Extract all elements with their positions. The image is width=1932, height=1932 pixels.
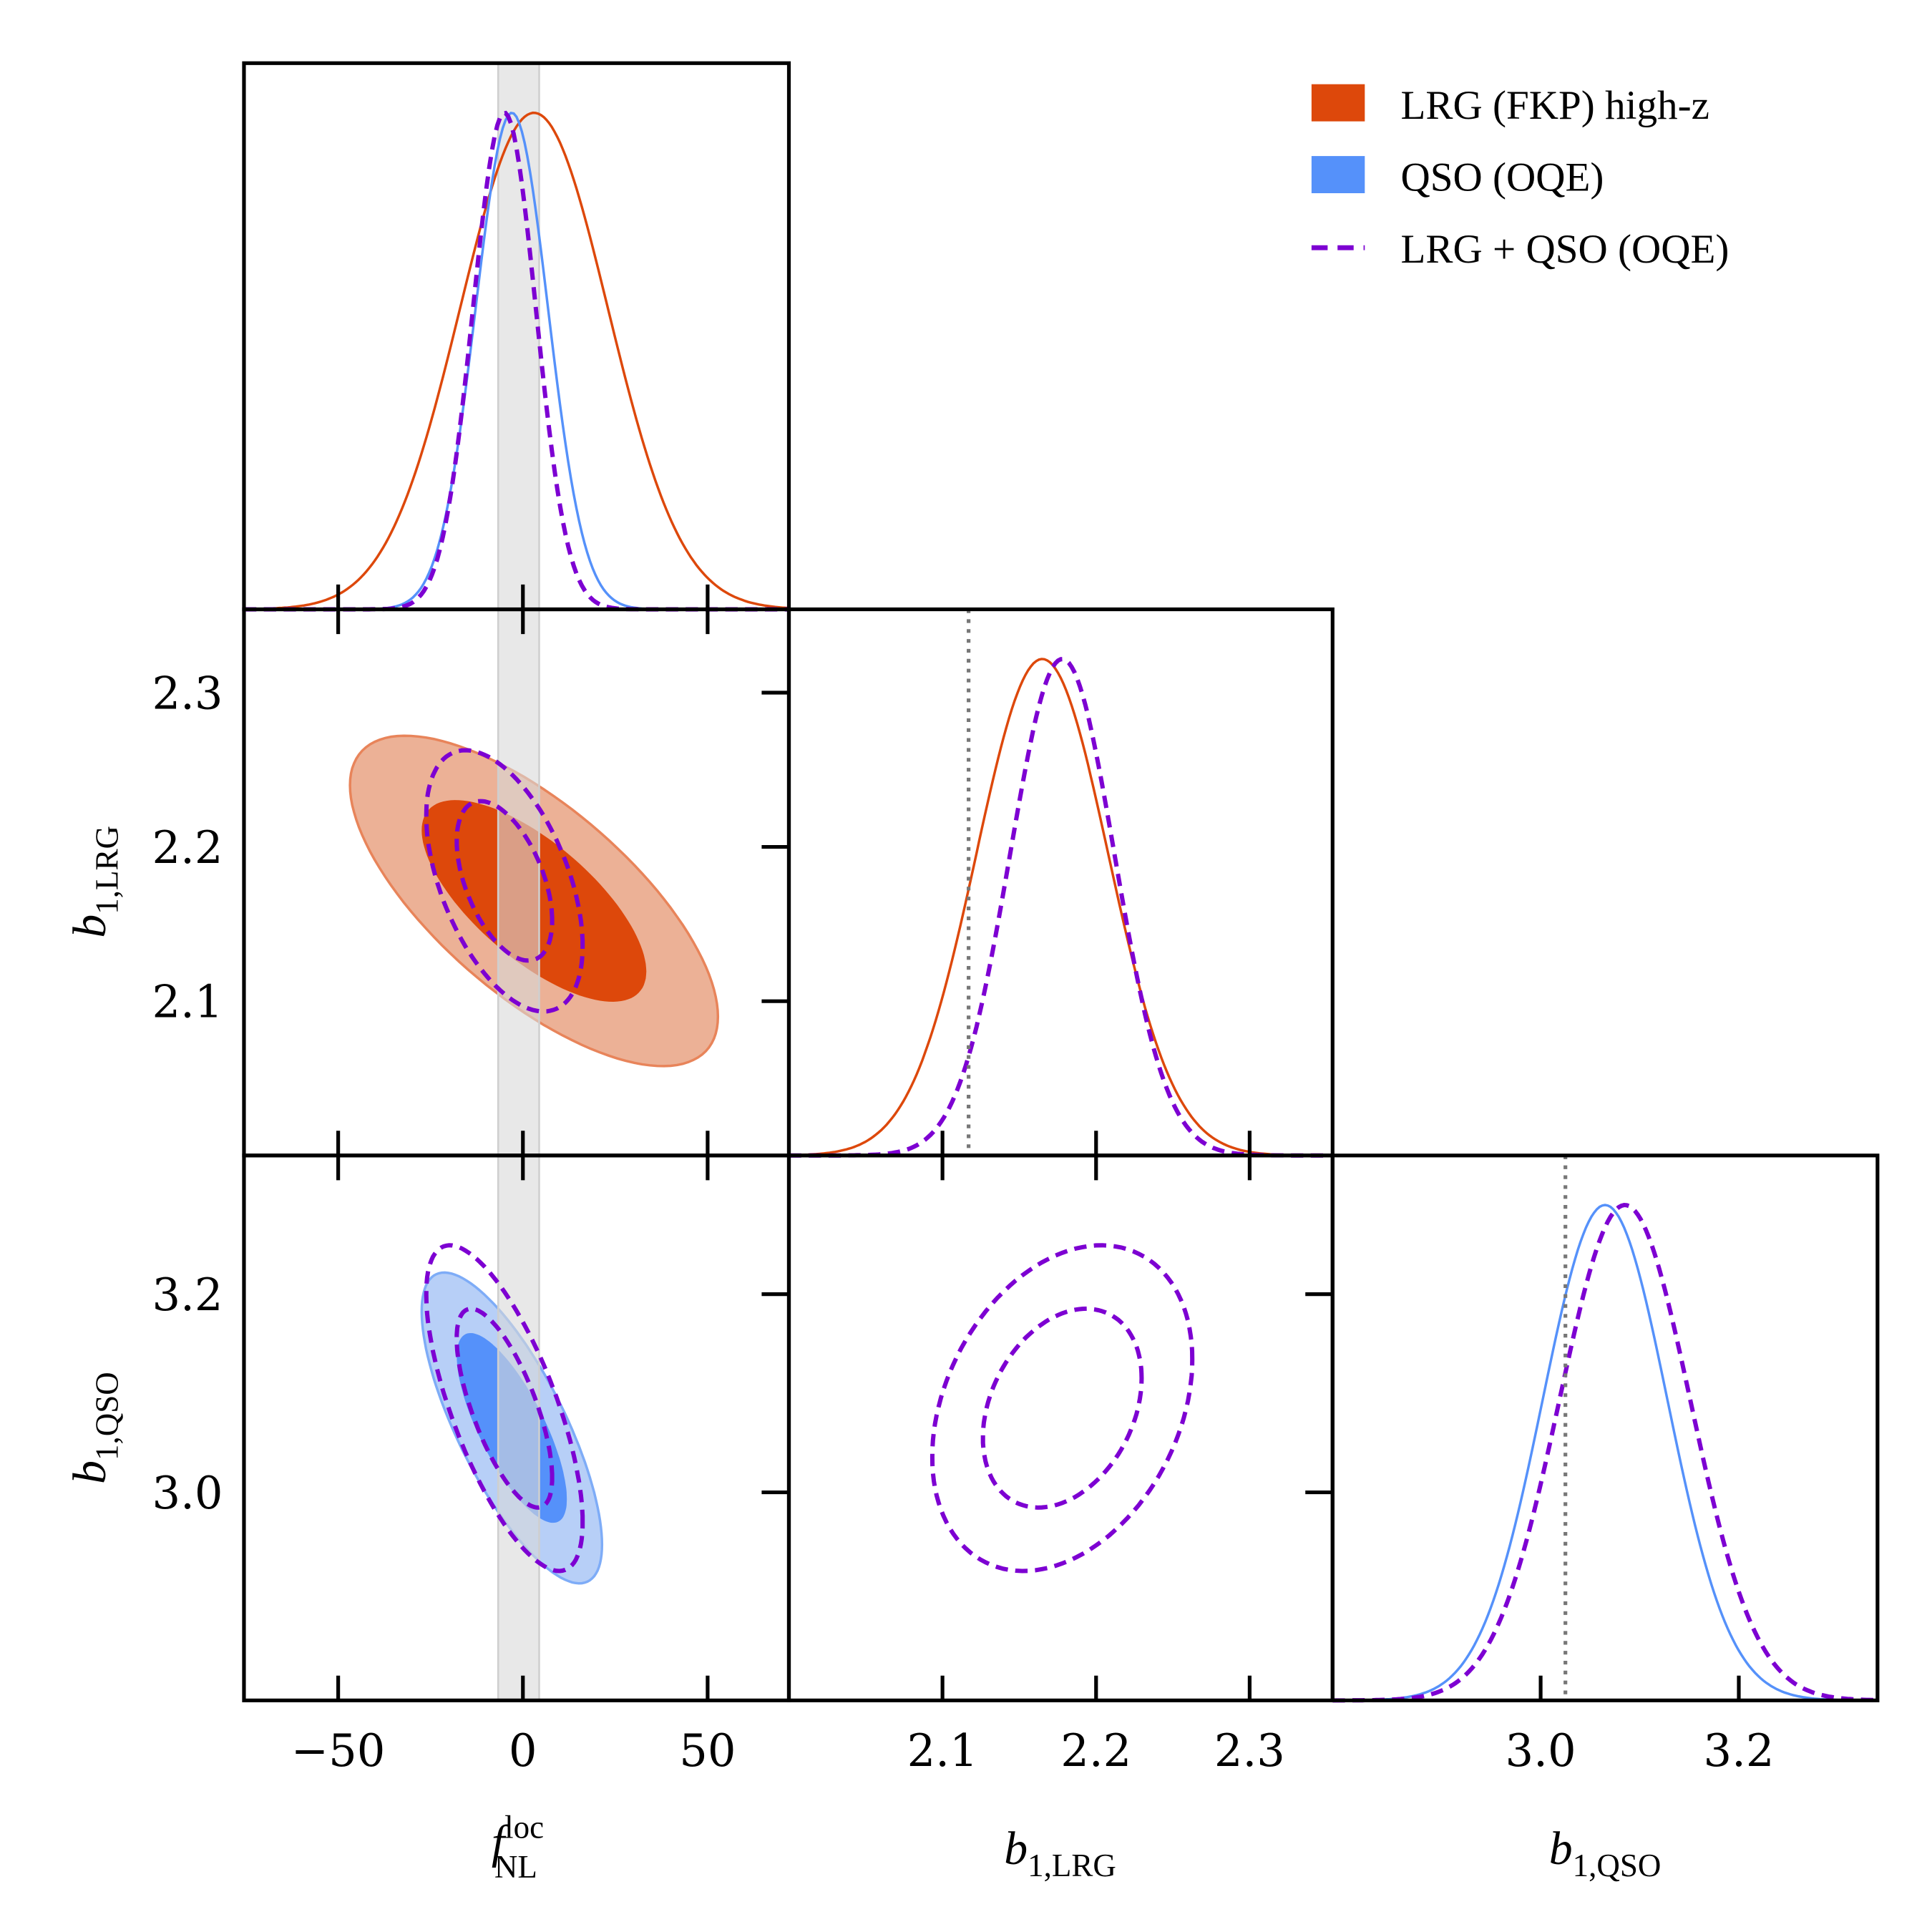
- contour-95-blrg-bqso-series-2: [930, 1243, 1195, 1574]
- marginal-curve-fnl-series-0: [243, 111, 789, 610]
- legend-label-combined: LRG + QSO (OQE): [1400, 227, 1729, 272]
- fnl-reference-band: [497, 1154, 540, 1702]
- y-axis-label-bqso: b1,QSO: [64, 1372, 125, 1484]
- legend-label-qso: QSO (OQE): [1400, 155, 1604, 200]
- y-axis-label-blrg: b1,LRG: [64, 826, 125, 938]
- contour-68-fnl-bqso-series-2: [454, 1306, 555, 1510]
- contour-95-fnl-bqso-series-2: [424, 1243, 585, 1574]
- x-axis-label-fnl: floc NL: [492, 1809, 544, 1884]
- y-tick-label-bqso: 3.0: [152, 1467, 223, 1519]
- y-tick-label-blrg: 2.2: [152, 821, 223, 874]
- marginal-curve-blrg-series-2: [789, 657, 1333, 1158]
- y-tick-label-blrg: 2.1: [152, 976, 223, 1028]
- x-axis-label-bqso: b1,QSO: [1549, 1823, 1662, 1883]
- x-tick-label-fnl: 0: [509, 1724, 537, 1777]
- fnl-reference-band: [497, 608, 540, 1157]
- legend-swatch-lrg: [1311, 84, 1365, 122]
- marginal-curve-blrg-series-0: [789, 658, 1333, 1157]
- y-tick-label-bqso: 3.2: [152, 1269, 223, 1321]
- x-axis-label-blrg: b1,LRG: [1004, 1823, 1116, 1883]
- x-tick-label-blrg: 2.3: [1214, 1724, 1285, 1777]
- x-tick-label-bqso: 3.2: [1703, 1724, 1774, 1777]
- fnl-reference-band: [497, 62, 540, 610]
- contour-68-blrg-bqso-series-2: [980, 1306, 1144, 1510]
- contour-95-fnl-blrg-series-2: [424, 748, 585, 1014]
- x-tick-label-blrg: 2.1: [907, 1724, 978, 1777]
- marginal-curve-bqso-series-2: [1332, 1202, 1878, 1703]
- y-tick-label-blrg: 2.3: [152, 667, 223, 719]
- legend: LRG (FKP) high-z QSO (OQE) LRG + QSO (OQ…: [1311, 83, 1729, 272]
- legend-swatch-qso: [1311, 156, 1365, 193]
- x-tick-label-fnl: −50: [291, 1724, 385, 1777]
- panel-frame: [786, 1153, 1335, 1702]
- contour-68-fnl-blrg-series-2: [454, 799, 555, 963]
- panel-frame: [1330, 1153, 1880, 1702]
- marginal-curve-bqso-series-1: [1332, 1204, 1878, 1702]
- x-tick-label-blrg: 2.2: [1060, 1724, 1131, 1777]
- x-tick-label-fnl: 50: [679, 1724, 736, 1777]
- x-tick-label-bqso: 3.0: [1506, 1724, 1576, 1777]
- legend-label-lrg: LRG (FKP) high-z: [1400, 83, 1709, 128]
- panel-frame: [786, 607, 1335, 1158]
